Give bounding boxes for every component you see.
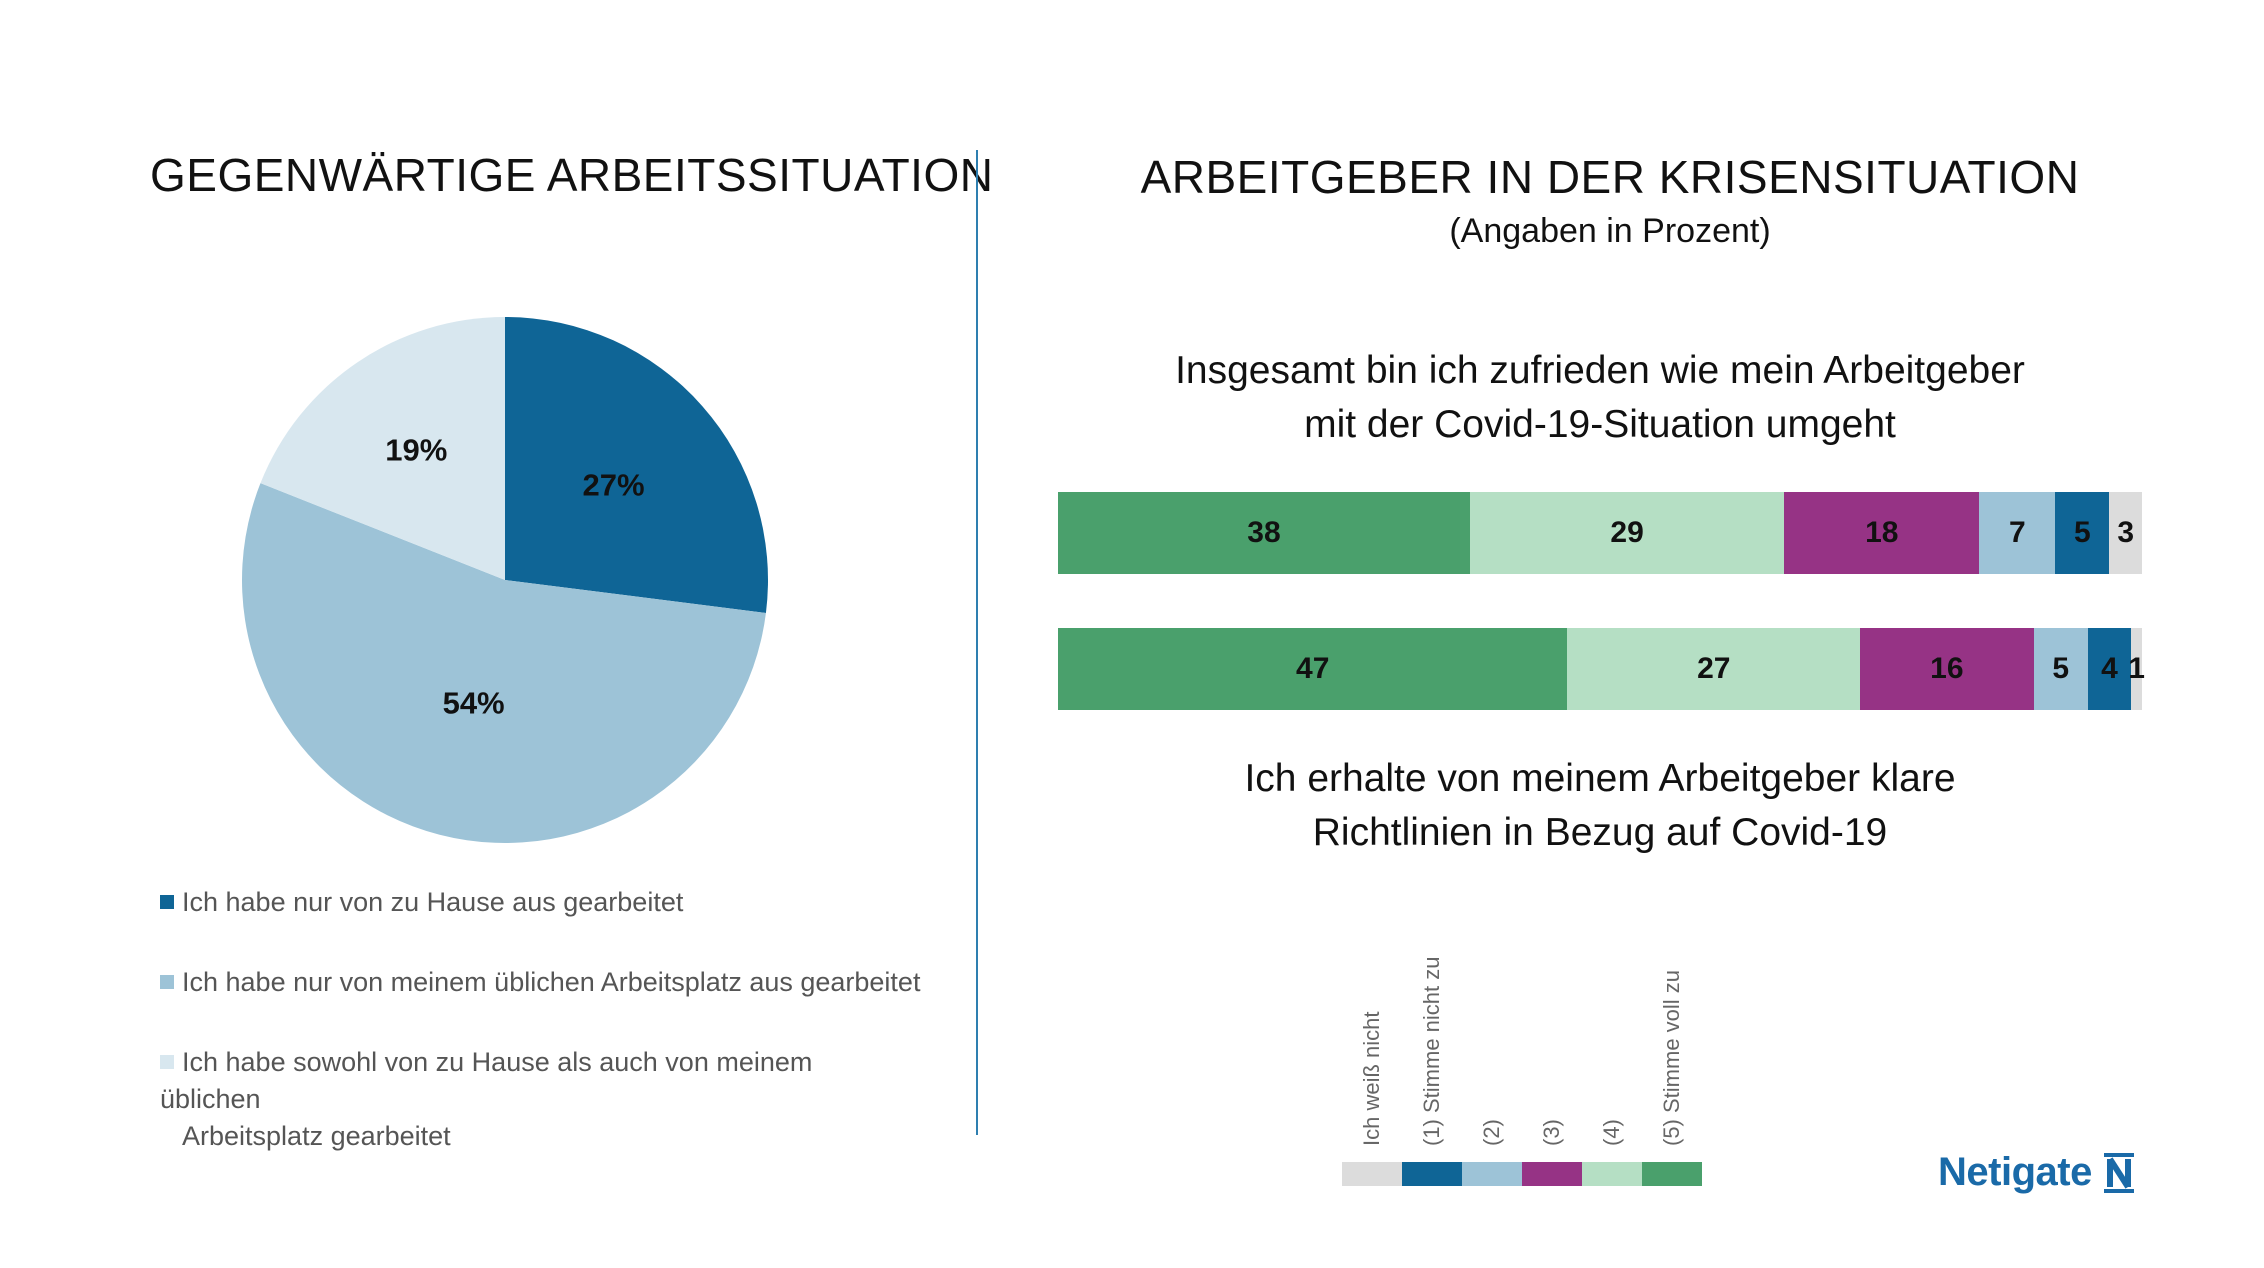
pie-slice-label: 54% (443, 685, 505, 720)
pie-legend-item-home: Ich habe nur von zu Hause aus gearbeitet (160, 884, 683, 921)
scale-legend-swatch (1462, 1162, 1522, 1186)
pie-slice (260, 317, 505, 580)
pie-legend-item-both: Ich habe sowohl von zu Hause als auch vo… (160, 1044, 920, 1155)
legend-label-continued: Arbeitsplatz gearbeitet (182, 1121, 451, 1151)
scale-legend-label: (2) (1479, 1119, 1504, 1146)
pie-chart: 27% 54% 19% (242, 317, 768, 844)
bar-segment: 3 (2109, 492, 2142, 574)
stacked-bar-question-2: 47 27 16 5 4 1 (1058, 628, 2145, 710)
bar-segment: 18 (1784, 492, 1980, 574)
bar-segment: 5 (2033, 628, 2088, 710)
scale-legend-label: Ich weiß nicht (1359, 1011, 1384, 1147)
stacked-bar-question-1: 38 29 18 7 5 3 (1058, 492, 2142, 574)
left-chart-title: GEGENWÄRTIGE ARBEITSSITUATION (150, 149, 994, 201)
bar-segment-value: 5 (2074, 516, 2091, 549)
question-1: Insgesamt bin ich zufrieden wie mein Arb… (1010, 344, 2190, 452)
netigate-n-icon (2103, 1152, 2134, 1193)
bar-segment-value: 16 (1930, 652, 1964, 685)
legend-swatch (160, 974, 174, 989)
legend-label: Ich habe nur von meinem üblichen Arbeits… (182, 967, 921, 997)
bar-segment: 16 (1860, 628, 2034, 710)
netigate-logo: Netigate (1938, 1150, 2136, 1195)
legend-swatch (160, 894, 174, 909)
bar-segment-value: 38 (1247, 516, 1281, 549)
pie-slice (505, 317, 768, 613)
bar-segment-value: 5 (2052, 652, 2070, 685)
bar-segment-value: 1 (2128, 652, 2145, 685)
scale-legend-label: (4) (1599, 1119, 1624, 1146)
bar-segment-value: 29 (1610, 516, 1644, 549)
bar-segment: 38 (1058, 492, 1470, 574)
scale-legend-label: (3) (1539, 1119, 1564, 1146)
question-2-line-2: Richtlinien in Bezug auf Covid-19 (1312, 811, 1888, 854)
bar-segment: 7 (1979, 492, 2056, 574)
legend-label: Ich habe nur von zu Hause aus gearbeitet (182, 887, 684, 917)
bar-segment-value: 3 (2117, 516, 2135, 549)
legend-swatch (160, 1054, 174, 1069)
scale-legend-swatch (1522, 1162, 1582, 1186)
scale-legend-swatch (1642, 1162, 1702, 1186)
bar-segment-value: 7 (2008, 516, 2026, 549)
right-chart-title: ARBEITGEBER IN DER KRISENSITUATION (1140, 151, 2080, 203)
pie-slice-label: 19% (385, 432, 447, 467)
scale-legend-swatch (1402, 1162, 1462, 1186)
bar-segment: 5 (2055, 492, 2110, 574)
bar-segment: 47 (1058, 628, 1568, 710)
bar-segment: 4 (2087, 628, 2132, 710)
scale-legend-swatch (1582, 1162, 1642, 1186)
bar-segment: 27 (1567, 628, 1861, 710)
bar-segment-value: 4 (2101, 652, 2118, 685)
question-1-line-1: Insgesamt bin ich zufrieden wie mein Arb… (1175, 349, 2025, 392)
bar-segment: 29 (1469, 492, 1785, 574)
right-chart-subtitle: (Angaben in Prozent) (1449, 212, 1771, 250)
bar-segment-value: 18 (1865, 516, 1899, 549)
bar-segment: 1 (2128, 628, 2145, 710)
logo-text: Netigate (1938, 1150, 2092, 1194)
question-2-line-1: Ich erhalte von meinem Arbeitgeber klare (1244, 757, 1956, 800)
pie-slice (242, 483, 766, 844)
bar-segment-value: 27 (1697, 652, 1731, 685)
scale-legend-label: (5) Stimme voll zu (1659, 969, 1684, 1146)
question-1-line-2: mit der Covid-19-Situation umgeht (1304, 403, 1896, 446)
legend-label: Ich habe sowohl von zu Hause als auch vo… (160, 1047, 813, 1114)
scale-legend-label: (1) Stimme nicht zu (1419, 956, 1444, 1147)
bar-segment-value: 47 (1296, 652, 1330, 685)
scale-legend-swatch (1342, 1162, 1402, 1186)
pie-legend-item-office: Ich habe nur von meinem üblichen Arbeits… (160, 964, 920, 1001)
vertical-divider (976, 150, 978, 1135)
pie-slice-label: 27% (582, 467, 644, 502)
question-2: Ich erhalte von meinem Arbeitgeber klare… (1010, 752, 2190, 860)
